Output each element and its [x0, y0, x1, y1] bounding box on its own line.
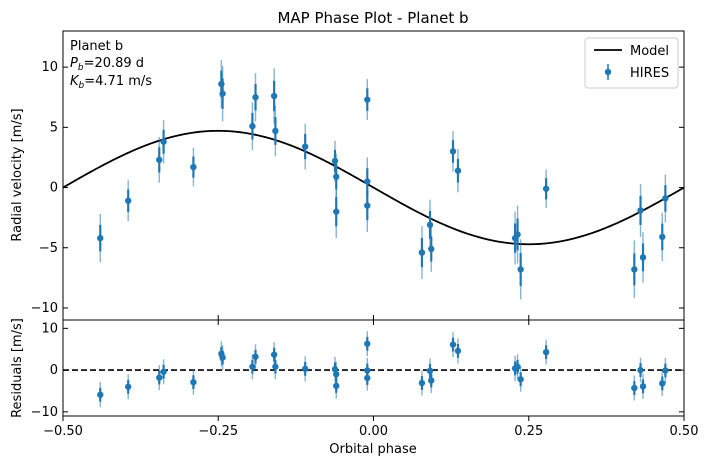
model-curve — [62, 129, 685, 246]
rv-point — [270, 92, 278, 100]
residuals-point — [428, 377, 435, 384]
residuals-point — [97, 391, 104, 398]
rv-point — [364, 96, 371, 103]
rv-point — [333, 173, 340, 180]
rv-point — [418, 249, 426, 256]
residuals-point — [272, 363, 279, 370]
rv-point — [272, 127, 279, 135]
x-tick-label: 0.50 — [670, 424, 699, 439]
residuals-point — [364, 340, 371, 347]
rv-ytick-label: −5 — [39, 241, 58, 256]
residuals-ytick-label: −10 — [31, 405, 58, 420]
legend: Model HIRES — [584, 37, 679, 89]
rv-points — [97, 59, 669, 300]
rv-point — [517, 266, 524, 273]
residuals-point — [631, 384, 638, 392]
residuals-point — [659, 380, 666, 387]
rv-point — [190, 163, 197, 171]
x-tick-label: 0.00 — [359, 424, 388, 439]
rv-point — [249, 122, 256, 130]
rv-point — [426, 221, 434, 229]
rv-ytick-label: −10 — [31, 301, 58, 316]
residuals-ytick-label: 0 — [50, 363, 58, 378]
rv-ylabel: Radial velocity [m/s] — [10, 108, 25, 241]
rv-point — [639, 254, 647, 261]
rv-point — [449, 148, 457, 155]
rv-point — [454, 167, 462, 174]
residuals-point — [219, 354, 226, 361]
rv-point — [364, 202, 371, 209]
residuals-point — [364, 374, 371, 382]
rv-point — [514, 231, 521, 238]
residuals-panel: 10 0 −10 −0.50 −0.25 0.00 0.25 0.50 Residuals [… — [10, 318, 698, 457]
residuals-point — [190, 378, 197, 386]
rv-point — [631, 266, 638, 273]
residuals-point — [252, 353, 259, 360]
rv-point — [160, 138, 167, 145]
residuals-axes-frame — [62, 319, 685, 417]
residuals-ytick-label: 10 — [41, 321, 58, 336]
rv-point — [331, 157, 339, 165]
rv-point — [97, 234, 104, 242]
x-axis-label: Orbital phase — [329, 442, 416, 457]
residuals-point — [160, 368, 167, 375]
residuals-points — [97, 331, 669, 408]
chart-title: MAP Phase Plot - Planet b — [277, 9, 468, 27]
residuals-point — [637, 366, 644, 374]
rv-ytick-label: 5 — [50, 120, 58, 135]
residuals-point — [270, 351, 278, 358]
rv-panel: 10 5 0 −5 −10 Radial velocity [m/s] Planet b… — [10, 30, 685, 325]
rv-point — [542, 185, 550, 192]
residuals-point — [249, 363, 256, 370]
residuals-ticks: 10 0 −10 −0.50 −0.25 0.00 0.25 0.50 — [31, 321, 699, 439]
legend-hires-swatch-marker — [604, 68, 612, 76]
rv-point — [333, 208, 340, 215]
residuals-point — [454, 347, 462, 355]
residuals-point — [418, 379, 426, 387]
rv-point — [428, 245, 435, 253]
x-tick-label: 0.25 — [514, 424, 543, 439]
rv-point — [156, 156, 163, 164]
rv-point — [662, 195, 669, 202]
legend-hires-label: HIRES — [630, 66, 669, 81]
residuals-point — [517, 376, 524, 383]
rv-point — [125, 197, 132, 204]
residuals-point — [639, 383, 647, 390]
rv-ytick-label: 0 — [50, 181, 58, 196]
rv-point — [637, 207, 644, 214]
rv-point — [301, 143, 309, 150]
residuals-point — [301, 365, 309, 373]
residuals-point — [125, 383, 132, 390]
annotation-period: Pb=20.89 d — [70, 56, 144, 73]
residuals-point — [514, 363, 521, 370]
planet-annotation: Planet b Pb=20.89 d Kb=4.71 m/s — [70, 39, 152, 91]
rv-point — [219, 90, 226, 97]
residuals-point — [156, 374, 163, 381]
rv-ytick-label: 10 — [41, 60, 58, 75]
annotation-planet-name: Planet b — [70, 39, 123, 54]
x-tick-label: −0.50 — [43, 424, 83, 439]
residuals-point — [662, 367, 669, 374]
annotation-amplitude: Kb=4.71 m/s — [70, 74, 152, 91]
residuals-ylabel: Residuals [m/s] — [10, 318, 25, 418]
rv-point — [252, 94, 259, 101]
residuals-point — [449, 341, 457, 348]
residuals-point — [542, 348, 550, 356]
rv-point — [659, 233, 666, 241]
x-tick-label: −0.25 — [198, 424, 238, 439]
legend-model-label: Model — [630, 44, 669, 59]
residuals-point — [333, 382, 340, 390]
residuals-point — [426, 367, 434, 375]
